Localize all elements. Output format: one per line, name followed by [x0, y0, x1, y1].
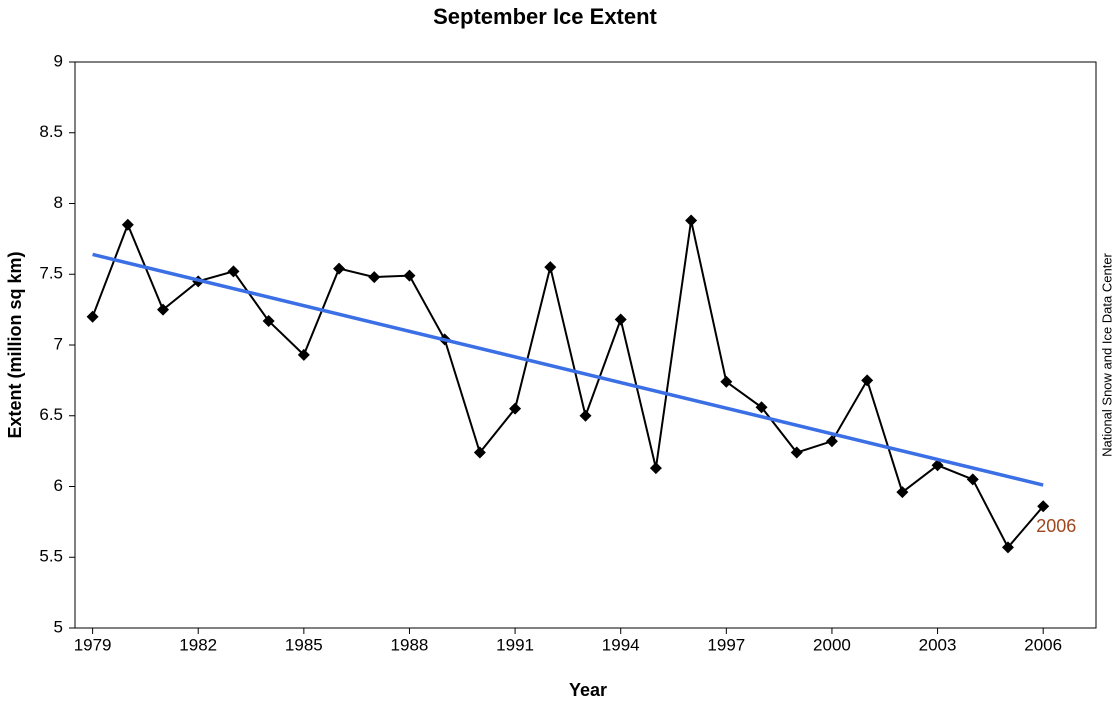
point-marker: [861, 374, 874, 387]
point-marker: [368, 271, 381, 284]
point-marker: [403, 269, 416, 282]
point-marker: [86, 310, 99, 323]
y-axis-label: Extent (million sq km): [5, 251, 25, 438]
x-tick-label: 1994: [602, 635, 640, 654]
y-tick-label: 9: [54, 51, 63, 70]
point-marker: [227, 265, 240, 278]
x-tick-label: 1997: [707, 635, 745, 654]
point-marker: [297, 348, 310, 361]
y-tick-label: 8: [54, 193, 63, 212]
point-marker: [649, 462, 662, 475]
trend-line: [92, 252, 1044, 487]
point-marker: [720, 375, 733, 388]
x-tick-label: 2006: [1024, 635, 1062, 654]
point-marker: [931, 459, 944, 472]
point-marker: [825, 435, 838, 448]
point-marker: [579, 409, 592, 422]
point-marker: [262, 314, 275, 327]
source-note: National Snow and Ice Data Center: [1099, 252, 1114, 456]
point-marker: [755, 401, 768, 414]
y-tick-label: 8.5: [39, 122, 63, 141]
point-marker: [473, 446, 486, 459]
y-tick-label: 6: [54, 476, 63, 495]
point-marker: [790, 446, 803, 459]
data-line: [91, 220, 1044, 550]
annotation: 2006: [1036, 516, 1076, 536]
point-marker: [1037, 500, 1050, 513]
point-marker: [1001, 541, 1014, 554]
point-marker: [896, 486, 909, 499]
y-tick-label: 7.5: [39, 264, 63, 283]
x-tick-label: 1991: [496, 635, 534, 654]
point-marker: [333, 262, 346, 275]
x-tick-label: 1988: [391, 635, 429, 654]
point-marker: [544, 261, 557, 274]
chart-title: September Ice Extent: [433, 4, 657, 29]
x-tick-label: 2000: [813, 635, 851, 654]
x-tick-label: 1982: [179, 635, 217, 654]
point-marker: [685, 214, 698, 227]
point-marker: [614, 313, 627, 326]
x-tick-label: 2003: [919, 635, 957, 654]
point-marker: [966, 473, 979, 486]
x-axis-label: Year: [569, 680, 607, 700]
x-tick-label: 1979: [74, 635, 112, 654]
y-tick-label: 5: [54, 617, 63, 636]
y-tick-label: 7: [54, 334, 63, 353]
x-tick-label: 1985: [285, 635, 323, 654]
y-tick-label: 6.5: [39, 405, 63, 424]
point-marker: [509, 402, 522, 415]
point-marker: [121, 218, 134, 231]
y-tick-label: 5.5: [39, 547, 63, 566]
point-marker: [157, 303, 170, 316]
plot-frame: [74, 61, 1097, 629]
